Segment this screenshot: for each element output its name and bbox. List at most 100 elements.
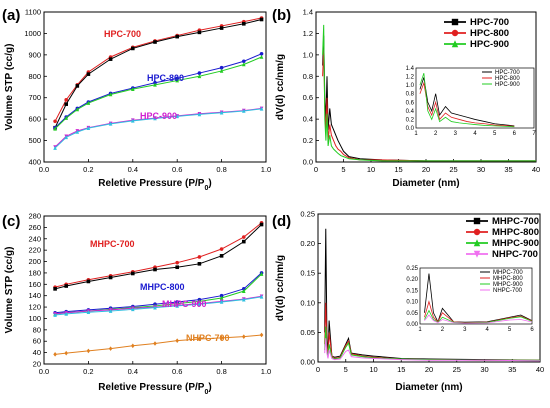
data-point [86, 72, 91, 76]
y-tick-label: 140 [28, 291, 41, 300]
legend-swatch-marker [473, 228, 481, 236]
y-tick-label: 0.05 [300, 328, 315, 337]
y-tick-label: 900 [28, 50, 41, 59]
data-point [131, 343, 135, 349]
inset-series-line [419, 73, 515, 128]
x-axis-label-sub: 0 [204, 389, 208, 396]
inset-x-tick-label: 2 [434, 131, 438, 137]
x-tick-label: 10 [369, 365, 377, 374]
x-tick-label: 0 [314, 165, 318, 174]
y-tick-label: 60 [33, 337, 41, 346]
data-point [64, 311, 68, 316]
data-point [219, 68, 224, 73]
data-point [108, 308, 113, 313]
inset-legend-label: MHPC-700 [493, 270, 523, 276]
data-point [86, 279, 91, 284]
x-axis-label-main: Reletive Pressure (P/P [98, 382, 204, 393]
panel-label: (d) [272, 213, 291, 230]
x-tick-label: 0.4 [128, 367, 138, 376]
y-tick-label: 500 [28, 136, 41, 145]
series-line [54, 108, 262, 149]
data-point [53, 352, 57, 357]
legend-label: HPC-900 [470, 39, 509, 50]
x-tick-label: 0 [316, 365, 320, 374]
y-tick-label: 400 [28, 158, 41, 167]
data-point [131, 118, 135, 123]
data-point [219, 335, 224, 341]
y-tick-label: 800 [28, 72, 41, 81]
inset-y-tick-label: 0.00 [406, 322, 418, 328]
inset-x-tick-label: 4 [486, 327, 490, 333]
data-point [259, 17, 264, 22]
x-tick-label: 25 [453, 365, 461, 374]
legend-label: HPC-800 [470, 28, 509, 39]
x-tick-label: 0.2 [83, 367, 93, 376]
x-tick-label: 25 [449, 165, 457, 174]
inset-y-tick-label: 0.0 [406, 126, 415, 132]
data-point [242, 239, 246, 244]
y-tick-label: 240 [28, 234, 41, 243]
inset-legend-label: HPC-800 [495, 76, 520, 82]
data-point [108, 121, 113, 126]
data-point [259, 222, 264, 227]
data-point [53, 119, 57, 124]
y-tick-label: 120 [28, 303, 41, 312]
data-point [153, 305, 157, 310]
series-line [54, 56, 262, 130]
data-point [131, 46, 135, 51]
data-point [153, 82, 157, 87]
panel-0: (a) 0.0 0.2 0.4 0.6 0.8 1.0 400 500 600 700 800 900 1… [2, 7, 271, 192]
x-tick-label: 40 [536, 365, 544, 374]
y-tick-label: 1.2 [303, 29, 313, 38]
data-point [64, 98, 68, 102]
inset-legend-label: HPC-700 [495, 70, 520, 76]
data-point [175, 338, 179, 343]
inset-x-tick-label: 6 [530, 327, 534, 333]
inset-legend-label: NHPC-700 [493, 288, 523, 294]
y-axis-label: dV(d) cc/nm/g [275, 255, 286, 321]
inset-y-tick-label: 0.8 [406, 92, 415, 98]
inset-y-tick-label: 0.20 [406, 277, 418, 283]
x-tick-label: 15 [397, 365, 405, 374]
legend-label: MHPC-800 [492, 227, 539, 238]
x-tick-label: 0.0 [39, 165, 49, 174]
x-tick-label: 20 [425, 365, 433, 374]
y-tick-label: 1100 [25, 8, 41, 17]
data-point [153, 341, 157, 346]
x-tick-label: 10 [367, 165, 375, 174]
data-point [242, 21, 246, 26]
data-point [197, 30, 202, 35]
y-tick-label: 0.25 [300, 210, 315, 219]
legend-swatch-marker [451, 29, 459, 37]
x-axis-label: Diameter (nm) [395, 382, 462, 393]
inset-frame [415, 67, 535, 129]
x-tick-label: 20 [422, 165, 430, 174]
legend-label: MHPC-900 [492, 238, 539, 249]
data-point [108, 57, 113, 61]
data-point [242, 334, 246, 339]
series-line [322, 24, 536, 162]
data-point [197, 112, 202, 117]
inset-y-tick-label: 0.6 [406, 100, 415, 106]
x-tick-label: 35 [508, 365, 516, 374]
data-point [242, 108, 246, 113]
data-point [86, 100, 91, 105]
inset-legend-label: MHPC-900 [493, 282, 523, 288]
data-point [64, 135, 68, 140]
data-point [108, 346, 113, 351]
data-point [242, 288, 246, 293]
series-annotation: HPC-700 [104, 29, 141, 39]
y-tick-label: 280 [28, 212, 41, 221]
panel-label: (c) [2, 213, 20, 230]
inset-x-tick-label: 7 [532, 131, 536, 137]
y-axis-label: Volume STP (cc/g) [4, 247, 15, 334]
inset-y-tick-label: 1.4 [406, 66, 415, 72]
data-point [53, 126, 57, 131]
series-line [55, 334, 262, 355]
data-point [53, 287, 57, 291]
y-tick-label: 1.0 [303, 50, 313, 59]
series-annotation: HPC-900 [140, 111, 177, 121]
data-point [53, 145, 57, 150]
x-tick-label: 0.4 [128, 165, 138, 174]
